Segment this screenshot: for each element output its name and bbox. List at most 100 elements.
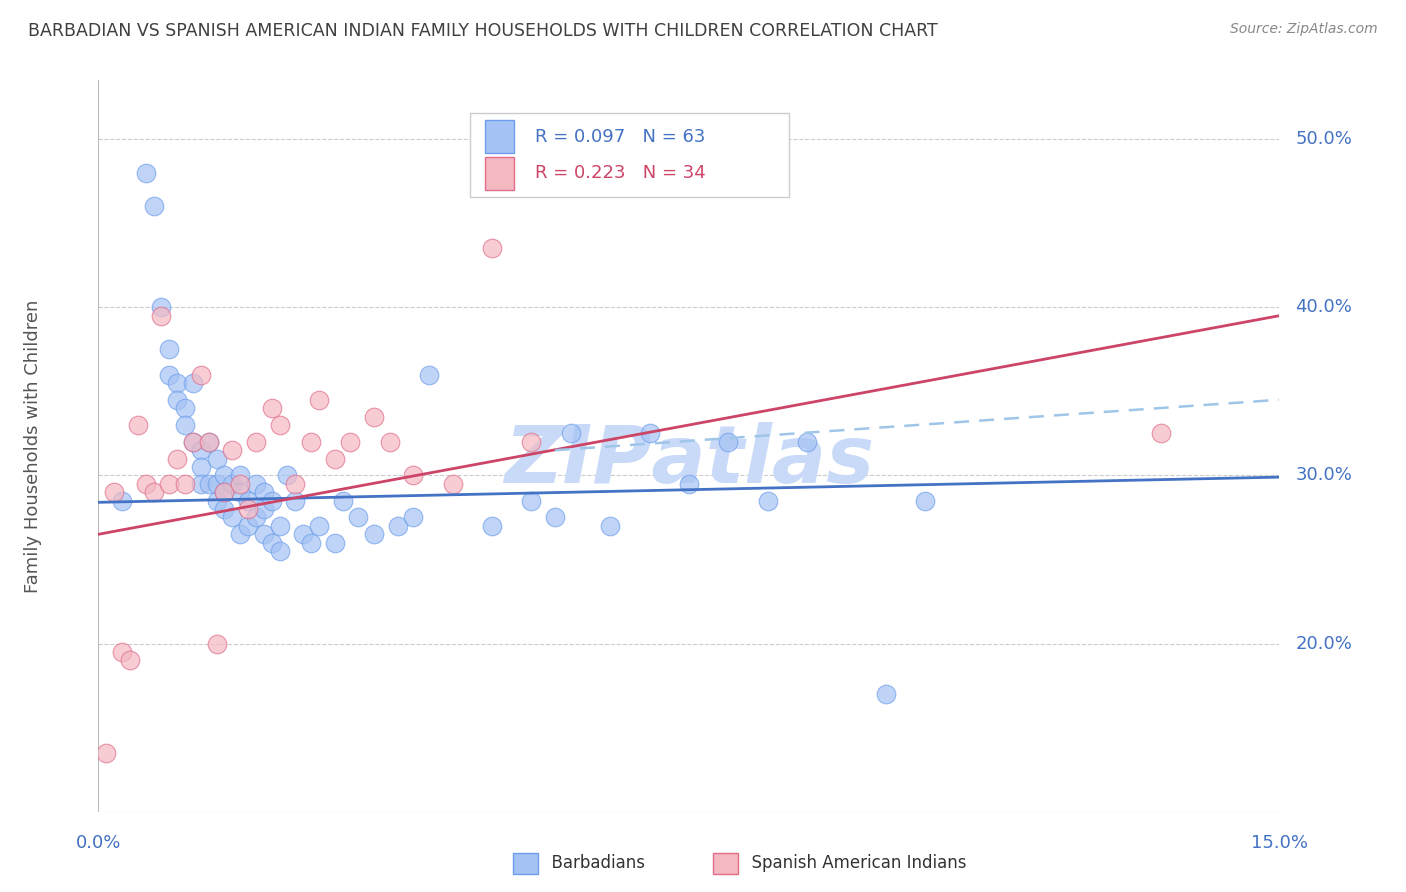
Point (253, 527, 276, 541)
Point (197, 476, 219, 491)
Point (269, 544, 291, 558)
Point (174, 417, 197, 432)
Point (347, 510, 370, 524)
Point (914, 493, 936, 508)
FancyBboxPatch shape (485, 120, 515, 153)
Point (236, 519, 259, 533)
Text: 30.0%: 30.0% (1295, 467, 1353, 484)
FancyBboxPatch shape (471, 113, 789, 197)
Text: Family Households with Children: Family Households with Children (24, 300, 42, 592)
Point (197, 434, 219, 449)
Point (190, 476, 212, 491)
Point (142, 485, 165, 500)
Text: ZIP​atlas: ZIP​atlas (503, 422, 875, 500)
Point (245, 434, 267, 449)
Text: Barbadians: Barbadians (541, 855, 645, 872)
Text: 50.0%: 50.0% (1295, 130, 1353, 148)
Point (181, 434, 204, 449)
Point (323, 535, 346, 549)
Text: 15.0%: 15.0% (1251, 834, 1308, 852)
Text: R = 0.097   N = 63: R = 0.097 N = 63 (536, 128, 706, 145)
Point (229, 468, 252, 483)
Point (181, 434, 204, 449)
Point (260, 493, 283, 508)
Point (1150, 426, 1173, 441)
Point (111, 645, 134, 659)
Point (796, 434, 818, 449)
Point (363, 409, 385, 424)
Point (284, 476, 307, 491)
Point (221, 476, 243, 491)
Point (190, 443, 212, 458)
Point (150, 309, 173, 323)
FancyBboxPatch shape (485, 157, 515, 190)
Point (245, 510, 267, 524)
Point (135, 166, 157, 180)
Point (142, 199, 165, 213)
Point (205, 493, 228, 508)
Point (363, 527, 385, 541)
Point (387, 519, 409, 533)
Point (236, 502, 259, 516)
Point (544, 510, 567, 524)
Point (150, 300, 173, 314)
Point (214, 485, 236, 500)
Point (253, 485, 276, 500)
Point (166, 376, 188, 390)
Point (221, 510, 243, 524)
Point (253, 502, 276, 516)
Point (205, 451, 228, 466)
Point (284, 493, 307, 508)
Point (418, 368, 440, 382)
Text: 40.0%: 40.0% (1295, 298, 1353, 317)
Point (260, 535, 283, 549)
Point (229, 476, 252, 491)
Point (717, 434, 740, 449)
Text: Source: ZipAtlas.com: Source: ZipAtlas.com (1230, 22, 1378, 37)
Point (441, 476, 464, 491)
Point (205, 476, 228, 491)
Point (299, 535, 322, 549)
Point (678, 476, 700, 491)
Point (190, 368, 212, 382)
Point (245, 476, 267, 491)
Point (157, 343, 180, 357)
Point (875, 687, 897, 701)
Point (197, 434, 219, 449)
Point (214, 485, 236, 500)
Point (127, 417, 149, 432)
Point (166, 392, 188, 407)
Point (166, 451, 188, 466)
Point (599, 519, 621, 533)
Point (214, 502, 236, 516)
Point (229, 527, 252, 541)
Point (181, 376, 204, 390)
Point (520, 493, 543, 508)
Point (157, 476, 180, 491)
Text: Spanish American Indians: Spanish American Indians (741, 855, 966, 872)
Point (276, 468, 298, 483)
Point (402, 468, 425, 483)
Point (638, 426, 661, 441)
Point (402, 510, 425, 524)
Point (308, 392, 330, 407)
Point (205, 636, 228, 650)
Text: 20.0%: 20.0% (1295, 634, 1353, 653)
Point (323, 451, 346, 466)
Point (308, 519, 330, 533)
Point (269, 519, 291, 533)
Point (332, 493, 354, 508)
Text: BARBADIAN VS SPANISH AMERICAN INDIAN FAMILY HOUSEHOLDS WITH CHILDREN CORRELATION: BARBADIAN VS SPANISH AMERICAN INDIAN FAM… (28, 22, 938, 40)
Point (174, 476, 197, 491)
Text: R = 0.223   N = 34: R = 0.223 N = 34 (536, 164, 706, 182)
Point (103, 485, 125, 500)
Point (560, 426, 582, 441)
Point (520, 434, 543, 449)
Point (481, 519, 503, 533)
Point (292, 527, 315, 541)
Point (111, 493, 134, 508)
Point (190, 460, 212, 475)
Point (229, 485, 252, 500)
Point (260, 401, 283, 416)
Point (96, 746, 118, 760)
